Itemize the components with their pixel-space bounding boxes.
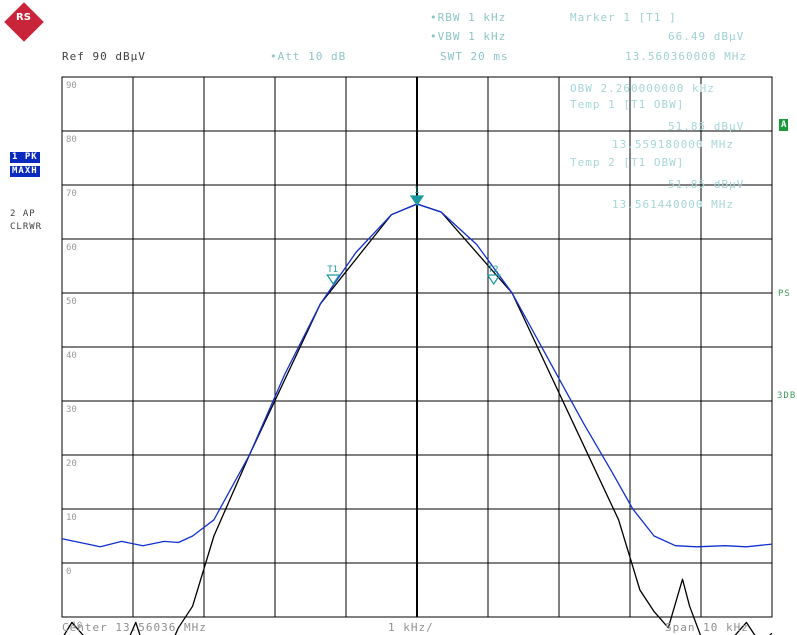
trace-a-indicator: A (779, 119, 789, 131)
marker-t2-icon (486, 274, 501, 286)
rbw-value: RBW 1 kHz (437, 11, 507, 24)
obw-readout-line: OBW 2.260000000 kHz (570, 82, 715, 95)
y-tick-label: 20 (66, 459, 77, 469)
marker-t1-icon (326, 274, 341, 286)
y-tick-label: 90 (66, 81, 77, 91)
y-tick-label: 80 (66, 135, 77, 145)
y-tick-label: 60 (66, 243, 77, 253)
marker-m1-label: 1 (414, 186, 419, 196)
y-tick-label: 30 (66, 405, 77, 415)
ref-level-label: Ref 90 dBµV (62, 50, 146, 63)
attenuation-label: •Att 10 dB (270, 50, 347, 63)
y-tick-label: 70 (66, 189, 77, 199)
division-label: 1 kHz/ (388, 621, 434, 634)
obw-readout-line: 51.85 dBµV (668, 178, 744, 191)
trace2-label: 2 AP (10, 209, 36, 219)
logo-letters: RS (16, 12, 31, 23)
obw-readout: OBW 2.260000000 kHz Temp 1 [T1 OBW] 51.85 … (570, 82, 744, 211)
ps-indicator: PS (778, 289, 791, 299)
obw-readout-line: Temp 1 [T1 OBW] (570, 98, 684, 111)
marker-m1-icon (409, 195, 425, 207)
attenuation-value: Att 10 dB (277, 50, 347, 63)
obw-readout-line: Temp 2 [T1 OBW] (570, 156, 684, 169)
marker-level: 66.49 dBµV (668, 30, 745, 43)
vbw-label: •VBW 1 kHz (430, 30, 507, 43)
obw-readout-line: 51.85 dBµV (668, 120, 744, 133)
y-tick-label: 0 (66, 567, 71, 577)
trace1-badge[interactable]: 1 PK (10, 152, 40, 163)
markers: T1 1 T2 (326, 186, 501, 286)
trace2-mode-label: CLRWR (10, 222, 43, 232)
y-tick-labels: 90 80 70 60 50 40 30 20 10 0 -10 (66, 81, 82, 631)
y-tick-label: -10 (66, 621, 82, 631)
rbw-label: •RBW 1 kHz (430, 11, 507, 24)
trace1-mode-badge[interactable]: MAXH (10, 166, 40, 177)
marker-title: Marker 1 [T1 ] (570, 11, 677, 24)
y-tick-label: 10 (66, 513, 77, 523)
span-label: Span 10 kHz (665, 621, 749, 634)
center-frequency-label: Center 13.56036 MHz (62, 621, 207, 634)
swt-label: SWT 20 ms (440, 50, 509, 63)
obw-readout-line: 13.559180000 MHz (612, 138, 734, 151)
marker-t1-label: T1 (327, 265, 338, 275)
vbw-value: VBW 1 kHz (437, 30, 507, 43)
plot-grid (62, 77, 772, 617)
marker-t2-label: T2 (488, 265, 499, 275)
obw-readout-line: 13.561440000 MHz (612, 198, 734, 211)
y-tick-label: 50 (66, 297, 77, 307)
y-tick-label: 40 (66, 351, 77, 361)
3db-indicator: 3DB (777, 391, 797, 401)
marker-frequency: 13.560360000 MHz (625, 50, 747, 63)
